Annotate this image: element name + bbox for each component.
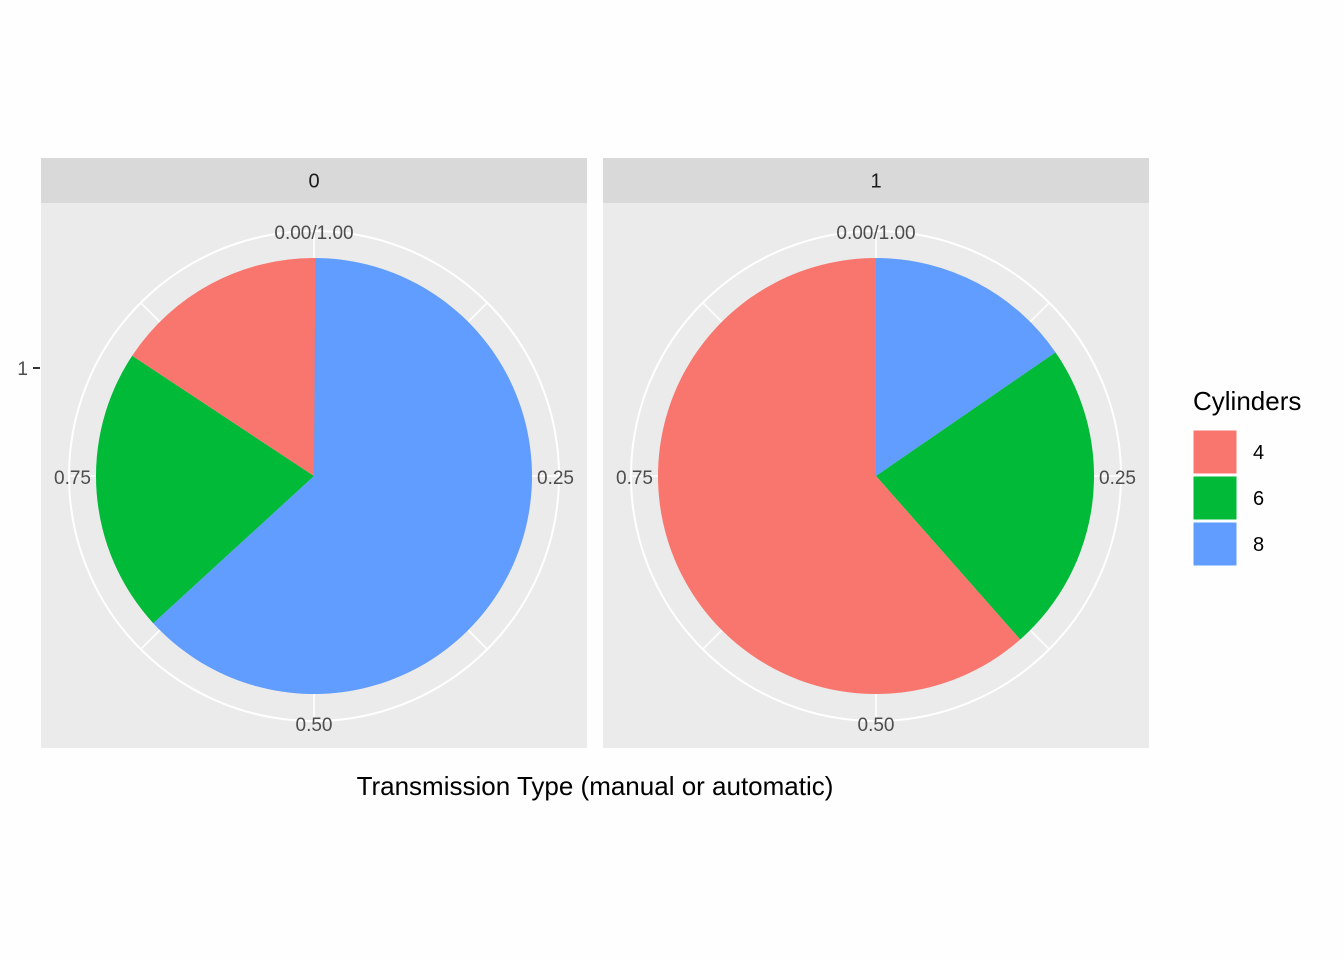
facet-strip-label: 0 [308, 171, 319, 193]
y-tick-label: 1 [17, 359, 28, 380]
legend-label-8: 8 [1253, 534, 1264, 556]
theta-tick-label: 0.25 [1099, 468, 1136, 489]
pie-slice-cyl-6 [96, 355, 315, 624]
legend-label-4: 4 [1253, 442, 1264, 464]
theta-tick-label: 0.75 [54, 468, 91, 489]
legend-key-8 [1192, 521, 1238, 567]
theta-tick-label: 0.75 [616, 468, 653, 489]
pie-slice-cyl-8 [876, 258, 1056, 476]
x-axis-title: Transmission Type (manual or automatic) [357, 771, 834, 801]
facet-panel-1: 1 0.00/1.00 0.25 0.50 0.75 [603, 158, 1149, 748]
theta-tick-label: 0.25 [537, 468, 574, 489]
pie-slice-cyl-8 [153, 258, 533, 695]
facet-strip [41, 158, 587, 203]
facet-strip-label: 1 [870, 171, 881, 193]
pie-slice-cyl-6 [876, 352, 1094, 640]
facet-strip [603, 158, 1149, 203]
pie-slice-cyl-4 [132, 258, 316, 476]
legend-label-6: 6 [1253, 488, 1264, 510]
legend-title: Cylinders [1193, 386, 1301, 416]
facet-panel-0: 0 0.00/1.00 0.25 0.50 0.75 [41, 158, 587, 748]
legend: Cylinders 4 6 8 [1192, 386, 1301, 567]
facet-panels: 0 0.00/1.00 0.25 0.50 0.75 1 0.00/1.00 0.25 0.50… [41, 158, 1149, 748]
theta-tick-label: 0.00/1.00 [836, 223, 915, 244]
legend-entries: 4 6 8 [1192, 429, 1264, 567]
legend-key-4 [1192, 429, 1238, 475]
theta-tick-label: 0.50 [296, 715, 333, 736]
pie-slice-cyl-4 [658, 258, 1021, 694]
legend-key-6 [1192, 475, 1238, 521]
theta-tick-label: 0.50 [858, 715, 895, 736]
y-axis: 1 [17, 359, 40, 380]
theta-tick-label: 0.00/1.00 [274, 223, 353, 244]
